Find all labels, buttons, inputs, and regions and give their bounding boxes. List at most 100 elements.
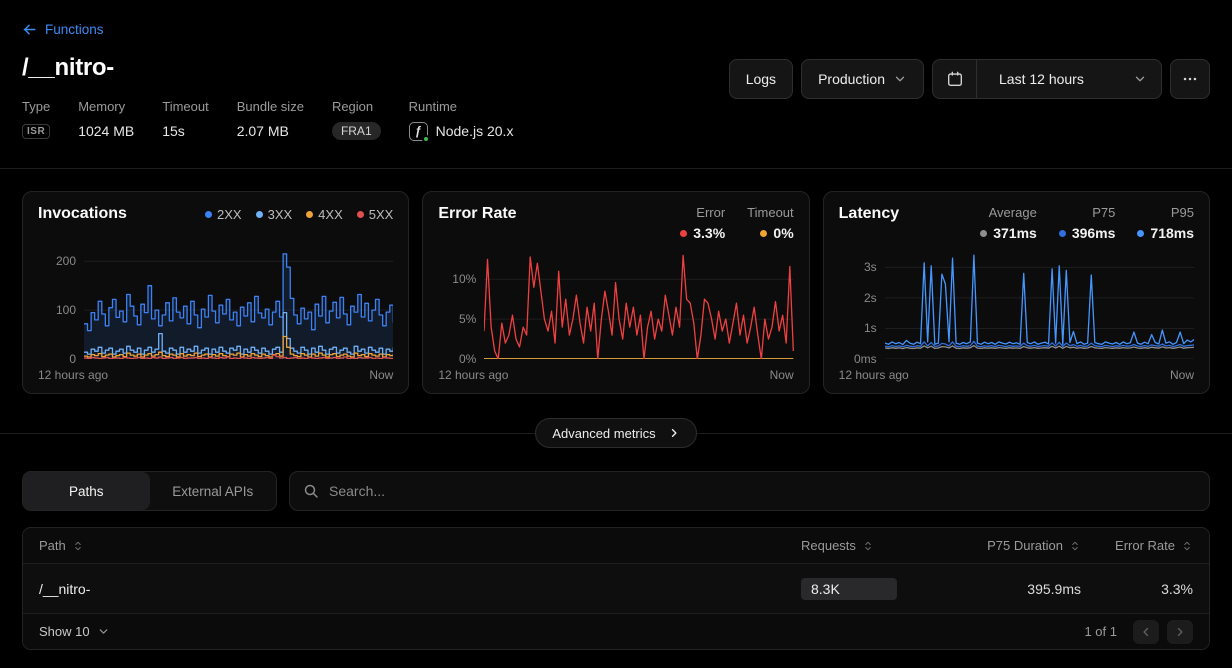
error-stat-value: 3.3%: [693, 225, 726, 241]
column-header-path[interactable]: Path: [39, 538, 801, 553]
x-label-start: 12 hours ago: [838, 368, 909, 382]
chevron-down-icon: [895, 76, 905, 82]
cell-requests: 8.3K: [801, 577, 906, 600]
meta-memory-value: 1024 MB: [78, 123, 135, 139]
chevron-right-icon: [1177, 627, 1183, 636]
average-stat-label: Average: [988, 205, 1037, 220]
environment-label: Production: [818, 71, 885, 87]
advanced-metrics-label: Advanced metrics: [552, 425, 656, 441]
invocations-chart: [84, 249, 394, 359]
chevron-down-icon: [1135, 76, 1145, 82]
table-header-row: Path Requests P75 Duration Error Rate: [23, 528, 1209, 564]
error-stat-label: Error: [696, 205, 726, 220]
latency-stats: Average 371ms P75 396ms P95 718ms: [980, 205, 1194, 241]
table-row[interactable]: /__nitro- 8.3K 395.9ms 3.3%: [23, 564, 1209, 614]
legend-label-2xx: 2XX: [217, 207, 242, 222]
invocations-legend: 2XX 3XX 4XX 5XX: [205, 207, 393, 222]
advanced-metrics-row: Advanced metrics: [0, 418, 1232, 448]
p95-stat-dot: [1137, 229, 1145, 237]
isr-badge: ISR: [22, 123, 51, 139]
sort-icon: [865, 541, 871, 550]
timeout-stat-dot: [760, 229, 768, 237]
search-input[interactable]: [329, 483, 1196, 499]
error-stat-dot: [680, 229, 688, 237]
filter-row: Paths External APIs: [22, 471, 1210, 511]
meta-timeout-label: Timeout: [162, 99, 209, 114]
meta-timeout-value: 15s: [162, 123, 185, 139]
time-range-label: Last 12 hours: [999, 71, 1084, 87]
paths-table: Path Requests P75 Duration Error Rate /_…: [22, 527, 1210, 650]
time-range-picker[interactable]: Last 12 hours: [932, 59, 1162, 99]
calendar-icon[interactable]: [933, 60, 977, 98]
x-label-end: Now: [769, 368, 794, 382]
sort-icon: [1184, 541, 1190, 550]
meta-bundle-value: 2.07 MB: [236, 123, 289, 139]
average-stat-dot: [980, 229, 988, 237]
x-label-start: 12 hours ago: [438, 368, 509, 382]
header-actions: Logs Production Last 12 hours: [728, 59, 1210, 99]
previous-page-button[interactable]: [1133, 619, 1159, 644]
tab-external-apis[interactable]: External APIs: [172, 483, 254, 499]
chevron-right-icon: [671, 428, 677, 438]
column-header-error-rate[interactable]: Error Rate: [1081, 538, 1193, 553]
back-to-functions-link[interactable]: Functions: [22, 22, 104, 37]
meta-memory: Memory 1024 MB: [78, 99, 134, 141]
meta-timeout: Timeout 15s: [162, 99, 208, 141]
x-label-start: 12 hours ago: [38, 368, 109, 382]
legend-dot-3xx: [255, 211, 263, 218]
time-range-dropdown[interactable]: Last 12 hours: [985, 60, 1161, 98]
p75-stat-label: P75: [1092, 205, 1116, 220]
show-rows-label: Show 10: [39, 624, 90, 639]
legend-label-4xx: 4XX: [318, 207, 343, 222]
arrow-left-icon: [23, 24, 36, 35]
p75-stat-value: 396ms: [1071, 225, 1116, 241]
column-header-p75-duration[interactable]: P75 Duration: [906, 538, 1081, 553]
meta-type: Type ISR: [22, 99, 50, 141]
meta-memory-label: Memory: [78, 99, 126, 114]
latency-title: Latency: [838, 205, 900, 222]
next-page-button[interactable]: [1167, 619, 1193, 644]
invocations-card: Invocations 2XX 3XX 4XX 5XX 0 100 200 12 h…: [22, 191, 410, 394]
x-label-end: Now: [369, 368, 394, 382]
latency-y-axis: 0ms 1s 2s 3s: [853, 260, 877, 366]
advanced-metrics-button[interactable]: Advanced metrics: [535, 418, 697, 448]
tab-paths[interactable]: Paths: [23, 472, 150, 510]
legend-dot-2xx: [205, 211, 213, 218]
legend-label-3xx: 3XX: [267, 207, 293, 222]
timeout-stat-label: Timeout: [747, 205, 794, 220]
error-rate-title: Error Rate: [438, 205, 517, 222]
more-button[interactable]: [1170, 59, 1210, 99]
function-meta-row: Type ISR Memory 1024 MB Timeout 15s Bund…: [22, 99, 1210, 143]
sort-icon: [1072, 541, 1078, 550]
error-rate-y-axis: 0% 5% 10%: [452, 272, 477, 366]
meta-runtime: Runtime ƒ Node.js 20.x: [408, 99, 514, 143]
latency-chart: [885, 249, 1194, 359]
metrics-cards: Invocations 2XX 3XX 4XX 5XX 0 100 200 12 h…: [22, 191, 1210, 394]
region-badge: FRA1: [331, 122, 381, 140]
page-header: Functions /__nitro- Type ISR Memory 1024…: [0, 0, 1232, 169]
logs-button[interactable]: Logs: [728, 59, 794, 99]
requests-bar: 8.3K: [801, 577, 897, 600]
view-tabs: Paths External APIs: [22, 471, 277, 511]
search-box[interactable]: [289, 471, 1210, 511]
cell-p75-duration: 395.9ms: [1027, 580, 1081, 597]
x-label-end: Now: [1169, 368, 1194, 382]
latency-card: Latency Average 371ms P75 396ms P95 718m…: [822, 191, 1210, 394]
search-icon: [304, 484, 318, 498]
column-header-requests[interactable]: Requests: [801, 538, 906, 553]
legend-dot-5xx: [356, 211, 364, 218]
back-link-label: Functions: [45, 22, 104, 37]
meta-type-label: Type: [22, 99, 51, 114]
meta-runtime-value: Node.js 20.x: [435, 123, 514, 139]
main-content: Invocations 2XX 3XX 4XX 5XX 0 100 200 12 h…: [0, 191, 1232, 650]
environment-dropdown[interactable]: Production: [801, 59, 924, 99]
column-label-p75: P75 Duration: [987, 538, 1063, 553]
table-footer: Show 10 1 of 1: [23, 614, 1209, 649]
page-title: /__nitro-: [22, 54, 114, 81]
chevron-left-icon: [1143, 627, 1149, 636]
column-label-path: Path: [39, 538, 66, 553]
legend-dot-4xx: [306, 211, 314, 218]
chevron-down-icon: [99, 629, 107, 634]
show-rows-dropdown[interactable]: Show 10: [39, 624, 110, 639]
meta-bundle-label: Bundle size: [236, 99, 304, 114]
